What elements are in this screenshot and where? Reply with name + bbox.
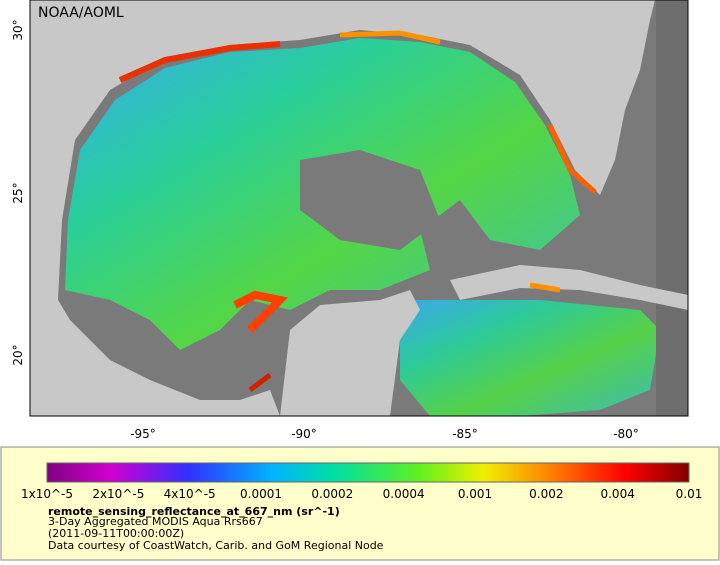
description: 3-Day Aggregated MODIS Aqua Rrs667(2011-… xyxy=(48,515,384,552)
lat-label: 30° xyxy=(11,19,25,40)
map: NOAA/AOML xyxy=(29,0,689,417)
lon-label: -80° xyxy=(613,427,639,441)
no-data-strip xyxy=(656,0,688,416)
colorbar-label: 1x10^-5 xyxy=(21,487,73,501)
colorbar-label: 0.0001 xyxy=(240,487,282,501)
colorbar-labels: 1x10^-5 2x10^-5 4x10^-5 0.0001 0.0002 0.0004 0… xyxy=(21,487,702,501)
colorbar-label: 0.01 xyxy=(676,487,703,501)
coast-high xyxy=(547,123,597,194)
no-data-patch xyxy=(300,150,440,250)
caribbean-data xyxy=(400,300,660,416)
lon-label: -95° xyxy=(130,427,156,441)
colorbar-label: 2x10^-5 xyxy=(92,487,144,501)
colorbar-label: 0.002 xyxy=(529,487,563,501)
coast-high xyxy=(339,30,441,45)
colorbar-label: 4x10^-5 xyxy=(164,487,216,501)
colorbar-label: 0.004 xyxy=(600,487,634,501)
lat-labels: 30° 25° 20° xyxy=(11,19,25,365)
lon-label: -90° xyxy=(291,427,317,441)
coast-high xyxy=(248,373,272,392)
yucatan xyxy=(280,290,420,416)
colorbar xyxy=(46,462,690,483)
coast-high xyxy=(529,282,561,293)
variable-name: remote_sensing_reflectance_at_667_nm (sr… xyxy=(48,505,340,518)
description-line: 3-Day Aggregated MODIS Aqua Rrs667 xyxy=(48,515,263,528)
coast-high xyxy=(233,290,289,333)
lat-label: 20° xyxy=(11,344,25,365)
colorbar-label: 0.001 xyxy=(458,487,492,501)
colorbar-label: 0.0002 xyxy=(311,487,353,501)
lon-labels: -95° -90° -85° -80° xyxy=(130,427,639,441)
lat-label: 25° xyxy=(11,182,25,203)
cuba xyxy=(450,265,688,310)
coast-high xyxy=(118,41,281,83)
colorbar-label: 0.0004 xyxy=(383,487,425,501)
description-line: Data courtesy of CoastWatch, Carib. and … xyxy=(48,539,384,552)
description-line: (2011-09-11T00:00:00Z) xyxy=(48,527,184,540)
lon-label: -85° xyxy=(452,427,478,441)
map-frame xyxy=(29,0,689,417)
credit: NOAA/AOML xyxy=(38,5,124,21)
